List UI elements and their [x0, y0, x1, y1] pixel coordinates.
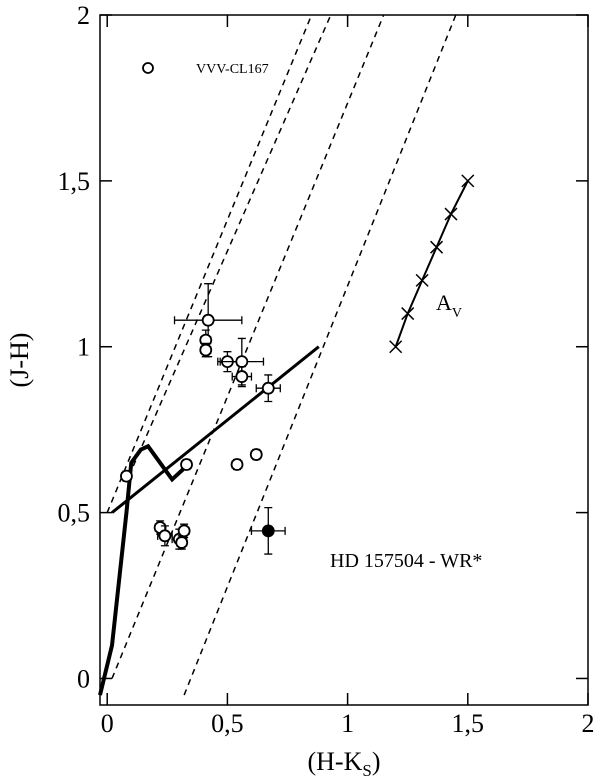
data-point [120, 469, 133, 483]
reddening-label-sub: V [452, 306, 462, 321]
y-tick-label: 1,5 [58, 167, 91, 196]
curve [106, 14, 313, 513]
data-point [261, 524, 275, 538]
annotation: HD 157504 - WR* [330, 550, 482, 572]
data-point [235, 355, 249, 369]
reddening-label: AV [436, 290, 462, 321]
reddening-marker [389, 340, 403, 354]
reddening-line [394, 180, 469, 348]
curve [183, 14, 457, 696]
curve [111, 14, 385, 679]
data-point [235, 370, 249, 383]
reddening-marker [415, 273, 429, 287]
y-tick-label: 0 [77, 664, 90, 693]
data-point [158, 529, 172, 543]
data-point [261, 381, 275, 395]
curve [111, 345, 320, 514]
x-tick-label: 1,5 [452, 709, 485, 738]
x-tick-label: 1 [341, 709, 354, 738]
x-tick-label: 0 [101, 709, 114, 738]
x-axis-label-main: (H-K [307, 747, 362, 776]
curve [128, 14, 332, 477]
x-tick-label: 2 [582, 709, 595, 738]
reddening-marker [430, 240, 444, 254]
legend-marker [142, 62, 154, 74]
plot-frame [99, 14, 589, 706]
data-point [201, 313, 215, 327]
y-axis-label: (J-H) [5, 333, 34, 388]
y-tick-label: 2 [77, 1, 90, 30]
reddening-marker [444, 207, 458, 221]
data-point [249, 448, 263, 461]
curve [98, 443, 188, 696]
data-point [177, 524, 191, 538]
y-tick-label: 1 [77, 333, 90, 362]
x-axis-label-end: ) [372, 747, 381, 776]
data-point [199, 343, 213, 357]
data-point [230, 458, 244, 471]
data-point [175, 536, 189, 549]
x-tick-label: 0,5 [211, 709, 244, 738]
x-axis-label-sub: S [362, 761, 371, 780]
x-axis-label: (H-KS) [307, 747, 380, 780]
reddening-marker [461, 174, 475, 188]
data-point [180, 458, 193, 471]
reddening-label-main: A [436, 290, 452, 315]
legend-label: VVV-CL167 [196, 62, 269, 77]
y-tick-label: 0,5 [58, 499, 91, 528]
reddening-marker [401, 307, 415, 321]
